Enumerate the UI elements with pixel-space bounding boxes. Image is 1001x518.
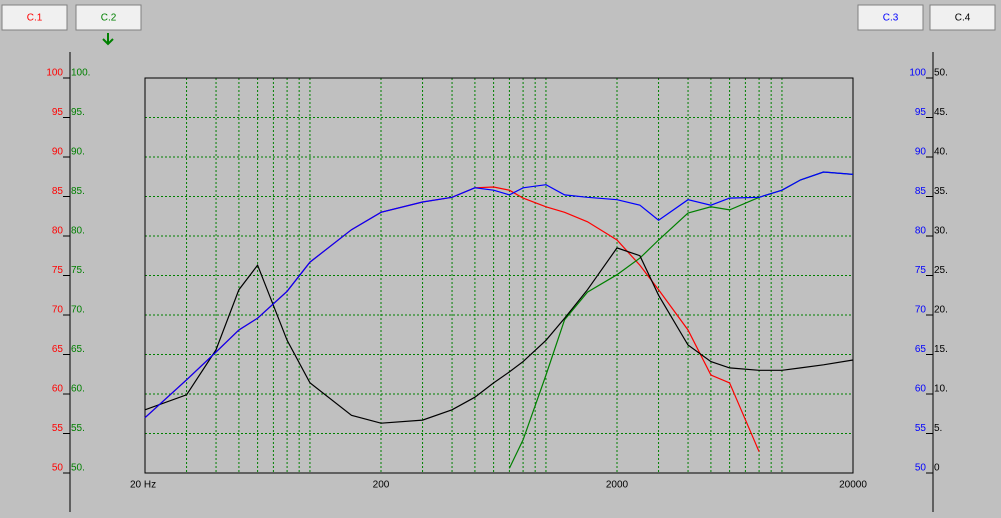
y-tick-label: 90 — [915, 147, 927, 158]
y-tick-label: 85. — [71, 186, 85, 197]
x-tick-label: 20 Hz — [130, 480, 156, 491]
y-tick-label: 60 — [915, 384, 927, 395]
y-tick-label: 55 — [52, 423, 64, 434]
y-tick-label: 5. — [934, 423, 942, 434]
curve-button-label[interactable]: C.4 — [955, 13, 971, 24]
y-tick-label: 80 — [915, 226, 927, 237]
x-tick-label: 2000 — [606, 480, 629, 491]
y-tick-label: 15. — [934, 344, 948, 355]
y-tick-label: 90. — [71, 147, 85, 158]
y-tick-label: 60. — [71, 384, 85, 395]
y-tick-label: 80 — [52, 226, 64, 237]
y-tick-label: 95 — [915, 107, 927, 118]
y-tick-label: 55. — [71, 423, 85, 434]
y-tick-label: 75 — [915, 265, 927, 276]
y-tick-label: 60 — [52, 384, 64, 395]
y-tick-label: 65 — [915, 344, 927, 355]
plot-border — [144, 77, 854, 474]
y-tick-label: 50. — [71, 463, 85, 474]
y-tick-label: 95. — [71, 107, 85, 118]
y-tick-label: 35. — [934, 186, 948, 197]
y-tick-label: 50 — [915, 463, 927, 474]
series-line — [144, 247, 854, 424]
x-tick-label: 200 — [373, 480, 390, 491]
x-tick-label: 20000 — [839, 480, 867, 491]
curve-button[interactable] — [857, 4, 924, 31]
y-tick-label: 85 — [52, 186, 64, 197]
y-tick-label: 70 — [915, 305, 927, 316]
y-tick-label: 85 — [915, 186, 927, 197]
curve-button[interactable] — [1, 4, 68, 31]
y-tick-label: 75. — [71, 265, 85, 276]
curve-button[interactable] — [75, 4, 142, 31]
y-tick-label: 80. — [71, 226, 85, 237]
y-tick-label: 100 — [909, 68, 926, 79]
y-tick-label: 20. — [934, 305, 948, 316]
y-tick-label: 0 — [934, 463, 940, 474]
y-tick-label: 65 — [52, 344, 64, 355]
y-tick-label: 40. — [934, 147, 948, 158]
series-line — [144, 171, 854, 419]
y-tick-label: 30. — [934, 226, 948, 237]
y-tick-label: 75 — [52, 265, 64, 276]
y-tick-label: 100 — [46, 68, 63, 79]
y-tick-label: 100. — [71, 68, 90, 79]
y-tick-label: 95 — [52, 107, 64, 118]
curve-button-label[interactable]: C.2 — [101, 13, 117, 24]
curve-button-label[interactable]: C.3 — [883, 13, 899, 24]
y-tick-label: 50. — [934, 68, 948, 79]
y-tick-label: 90 — [52, 147, 64, 158]
y-tick-label: 55 — [915, 423, 927, 434]
active-arrow — [102, 33, 114, 46]
y-tick-label: 50 — [52, 463, 64, 474]
y-tick-label: 10. — [934, 384, 948, 395]
y-tick-label: 25. — [934, 265, 948, 276]
y-tick-label: 65. — [71, 344, 85, 355]
y-tick-label: 70 — [52, 305, 64, 316]
curve-button[interactable] — [929, 4, 996, 31]
y-tick-label: 45. — [934, 107, 948, 118]
curve-button-label[interactable]: C.1 — [27, 13, 43, 24]
y-tick-label: 70. — [71, 305, 85, 316]
